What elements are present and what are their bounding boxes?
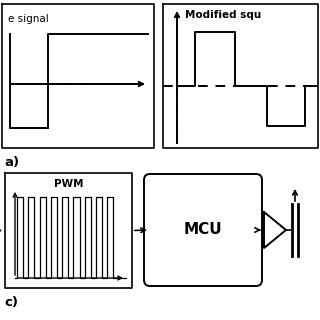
Text: a): a) <box>4 156 19 169</box>
Text: e signal: e signal <box>8 14 49 24</box>
Text: Modified squ: Modified squ <box>185 10 261 20</box>
Text: PWM: PWM <box>54 179 83 189</box>
FancyBboxPatch shape <box>144 174 262 286</box>
Text: MCU: MCU <box>184 222 222 237</box>
Text: c): c) <box>4 296 18 309</box>
